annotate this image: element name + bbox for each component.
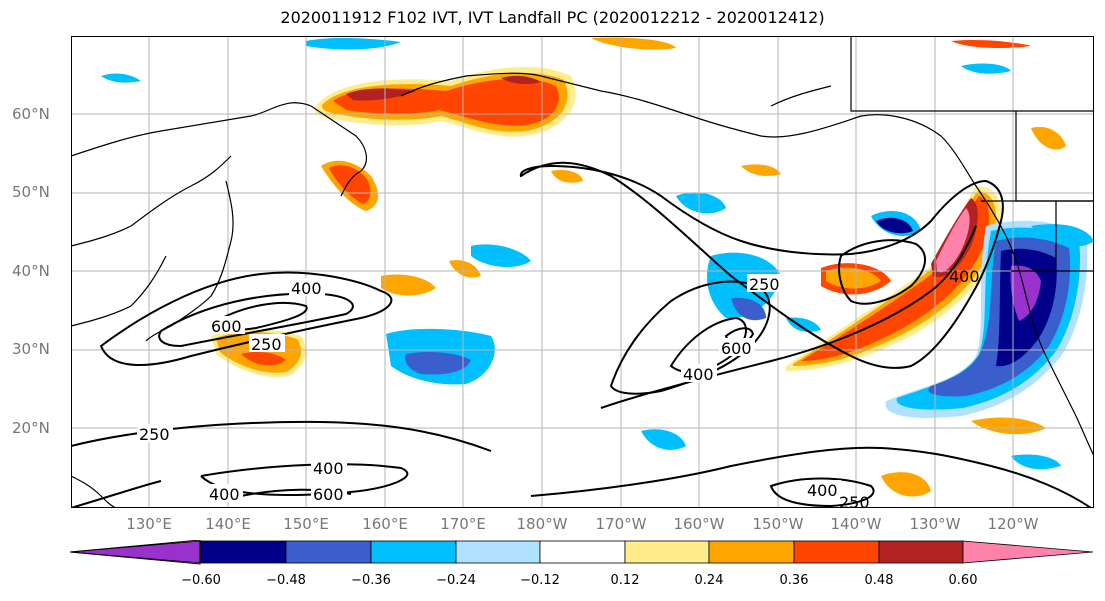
contour-label-600-west: 600 [211,317,242,336]
colorbar-segment [455,540,541,564]
map-panel: 400 600 250 250 400 600 400 250 600 400 … [71,36,1094,508]
contour-labels: 400 600 250 250 400 600 400 250 600 400 … [137,267,980,508]
colorbar-tick-label: −0.24 [436,573,476,588]
contour-label-600-mid: 600 [721,339,752,358]
lon-label-170e: 170°E [440,515,486,533]
colorbar-tick-label: 0.36 [779,573,809,588]
colorbar [70,540,1094,565]
lon-label-180w: 180°W [516,515,568,533]
ivt-contours [71,161,1092,508]
colorbar-segment [285,540,372,564]
colorbar-tick-label: −0.60 [181,573,221,588]
lat-label-50n: 50°N [12,183,50,201]
colorbar-tick-label: −0.12 [520,573,560,588]
map-border [71,36,1094,508]
colorbar-tick-label: −0.36 [351,573,391,588]
colorbar-segment [70,540,202,564]
colorbar-tick-label: 0.60 [948,573,978,588]
lon-label-140e: 140°E [205,515,251,533]
colorbar-segment [539,540,626,564]
contour-label-400-west: 400 [291,279,322,298]
lon-label-160e: 160°E [362,515,408,533]
contour-label-250-se: 250 [839,493,870,508]
lat-label-20n: 20°N [12,419,50,437]
colorbar-segment [200,540,287,564]
contour-label-250-south: 250 [139,425,170,444]
map-title: 2020011912 F102 IVT, IVT Landfall PC (20… [280,8,825,27]
lon-label-170w: 170°W [595,515,647,533]
colorbar-segment [878,540,964,564]
contour-label-400-south-b: 400 [209,485,240,504]
contour-label-250-mid: 250 [749,275,780,294]
lat-label-40n: 40°N [12,262,50,280]
lon-label-150e: 150°E [283,515,329,533]
contour-label-600-south: 600 [313,485,344,504]
graticule [71,36,1094,508]
colorbar-tick-label: −0.48 [266,573,306,588]
lon-label-140w: 140°W [830,515,882,533]
colorbar-left-arrow-outline [70,540,201,565]
colorbar-tick-label: 0.24 [694,573,724,588]
colorbar-segment [708,540,795,564]
contour-label-400-se: 400 [807,481,838,500]
ivt-anomaly-shading [101,37,1094,497]
colorbar-segment [624,540,710,564]
colorbar-tick-label: 0.48 [864,573,894,588]
lon-label-130w: 130°W [909,515,961,533]
lon-label-120w: 120°W [987,515,1039,533]
contour-label-250-west: 250 [251,335,282,354]
colorbar-segment [962,540,1094,564]
lon-label-130e: 130°E [126,515,172,533]
contour-label-400-mid: 400 [683,365,714,384]
lat-label-30n: 30°N [12,340,50,358]
lat-label-60n: 60°N [12,105,50,123]
colorbar-segment [793,540,880,564]
contour-label-400-south-a: 400 [313,459,344,478]
colorbar-segment [370,540,457,564]
lon-label-150w: 150°W [752,515,804,533]
lon-label-160w: 160°W [673,515,725,533]
contour-label-400-east: 400 [949,267,980,286]
colorbar-tick-label: 0.12 [610,573,640,588]
